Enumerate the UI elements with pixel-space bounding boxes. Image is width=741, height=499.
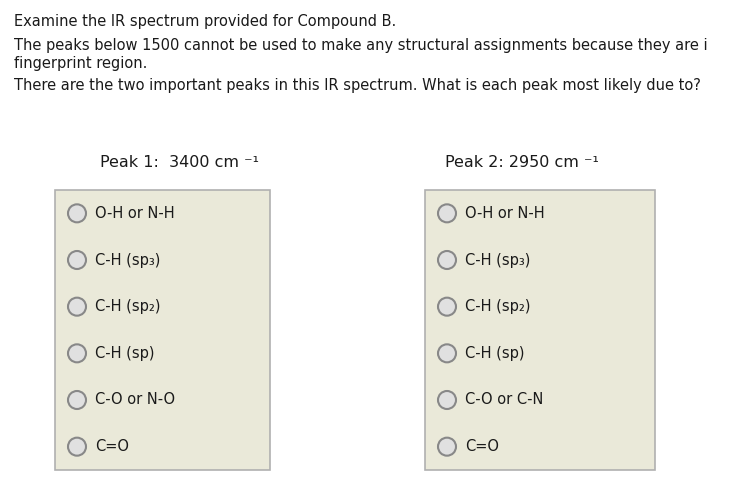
Text: C-H (sp₃): C-H (sp₃) <box>95 252 160 267</box>
Text: C-H (sp₂): C-H (sp₂) <box>95 299 161 314</box>
Text: fingerprint region.: fingerprint region. <box>14 56 147 71</box>
Text: C-H (sp₂): C-H (sp₂) <box>465 299 531 314</box>
Text: O-H or N-H: O-H or N-H <box>465 206 545 221</box>
Circle shape <box>438 298 456 316</box>
Text: C=O: C=O <box>465 439 499 454</box>
Text: Peak 2: 2950 cm ⁻¹: Peak 2: 2950 cm ⁻¹ <box>445 155 599 170</box>
Text: Examine the IR spectrum provided for Compound B.: Examine the IR spectrum provided for Com… <box>14 14 396 29</box>
Circle shape <box>438 204 456 223</box>
Circle shape <box>68 251 86 269</box>
Circle shape <box>438 251 456 269</box>
Circle shape <box>438 344 456 362</box>
Text: C-H (sp₃): C-H (sp₃) <box>465 252 531 267</box>
Text: There are the two important peaks in this IR spectrum. What is each peak most li: There are the two important peaks in thi… <box>14 78 701 93</box>
Circle shape <box>438 438 456 456</box>
Circle shape <box>68 391 86 409</box>
Circle shape <box>438 391 456 409</box>
Text: Peak 1:  3400 cm ⁻¹: Peak 1: 3400 cm ⁻¹ <box>100 155 259 170</box>
Circle shape <box>68 204 86 223</box>
Text: C=O: C=O <box>95 439 129 454</box>
Text: C-O or N-O: C-O or N-O <box>95 393 175 408</box>
FancyBboxPatch shape <box>55 190 270 470</box>
Text: O-H or N-H: O-H or N-H <box>95 206 175 221</box>
FancyBboxPatch shape <box>425 190 655 470</box>
Text: The peaks below 1500 cannot be used to make any structural assignments because t: The peaks below 1500 cannot be used to m… <box>14 38 708 53</box>
Text: C-O or C-N: C-O or C-N <box>465 393 543 408</box>
Text: C-H (sp): C-H (sp) <box>95 346 155 361</box>
Circle shape <box>68 438 86 456</box>
Text: C-H (sp): C-H (sp) <box>465 346 525 361</box>
Circle shape <box>68 344 86 362</box>
Circle shape <box>68 298 86 316</box>
